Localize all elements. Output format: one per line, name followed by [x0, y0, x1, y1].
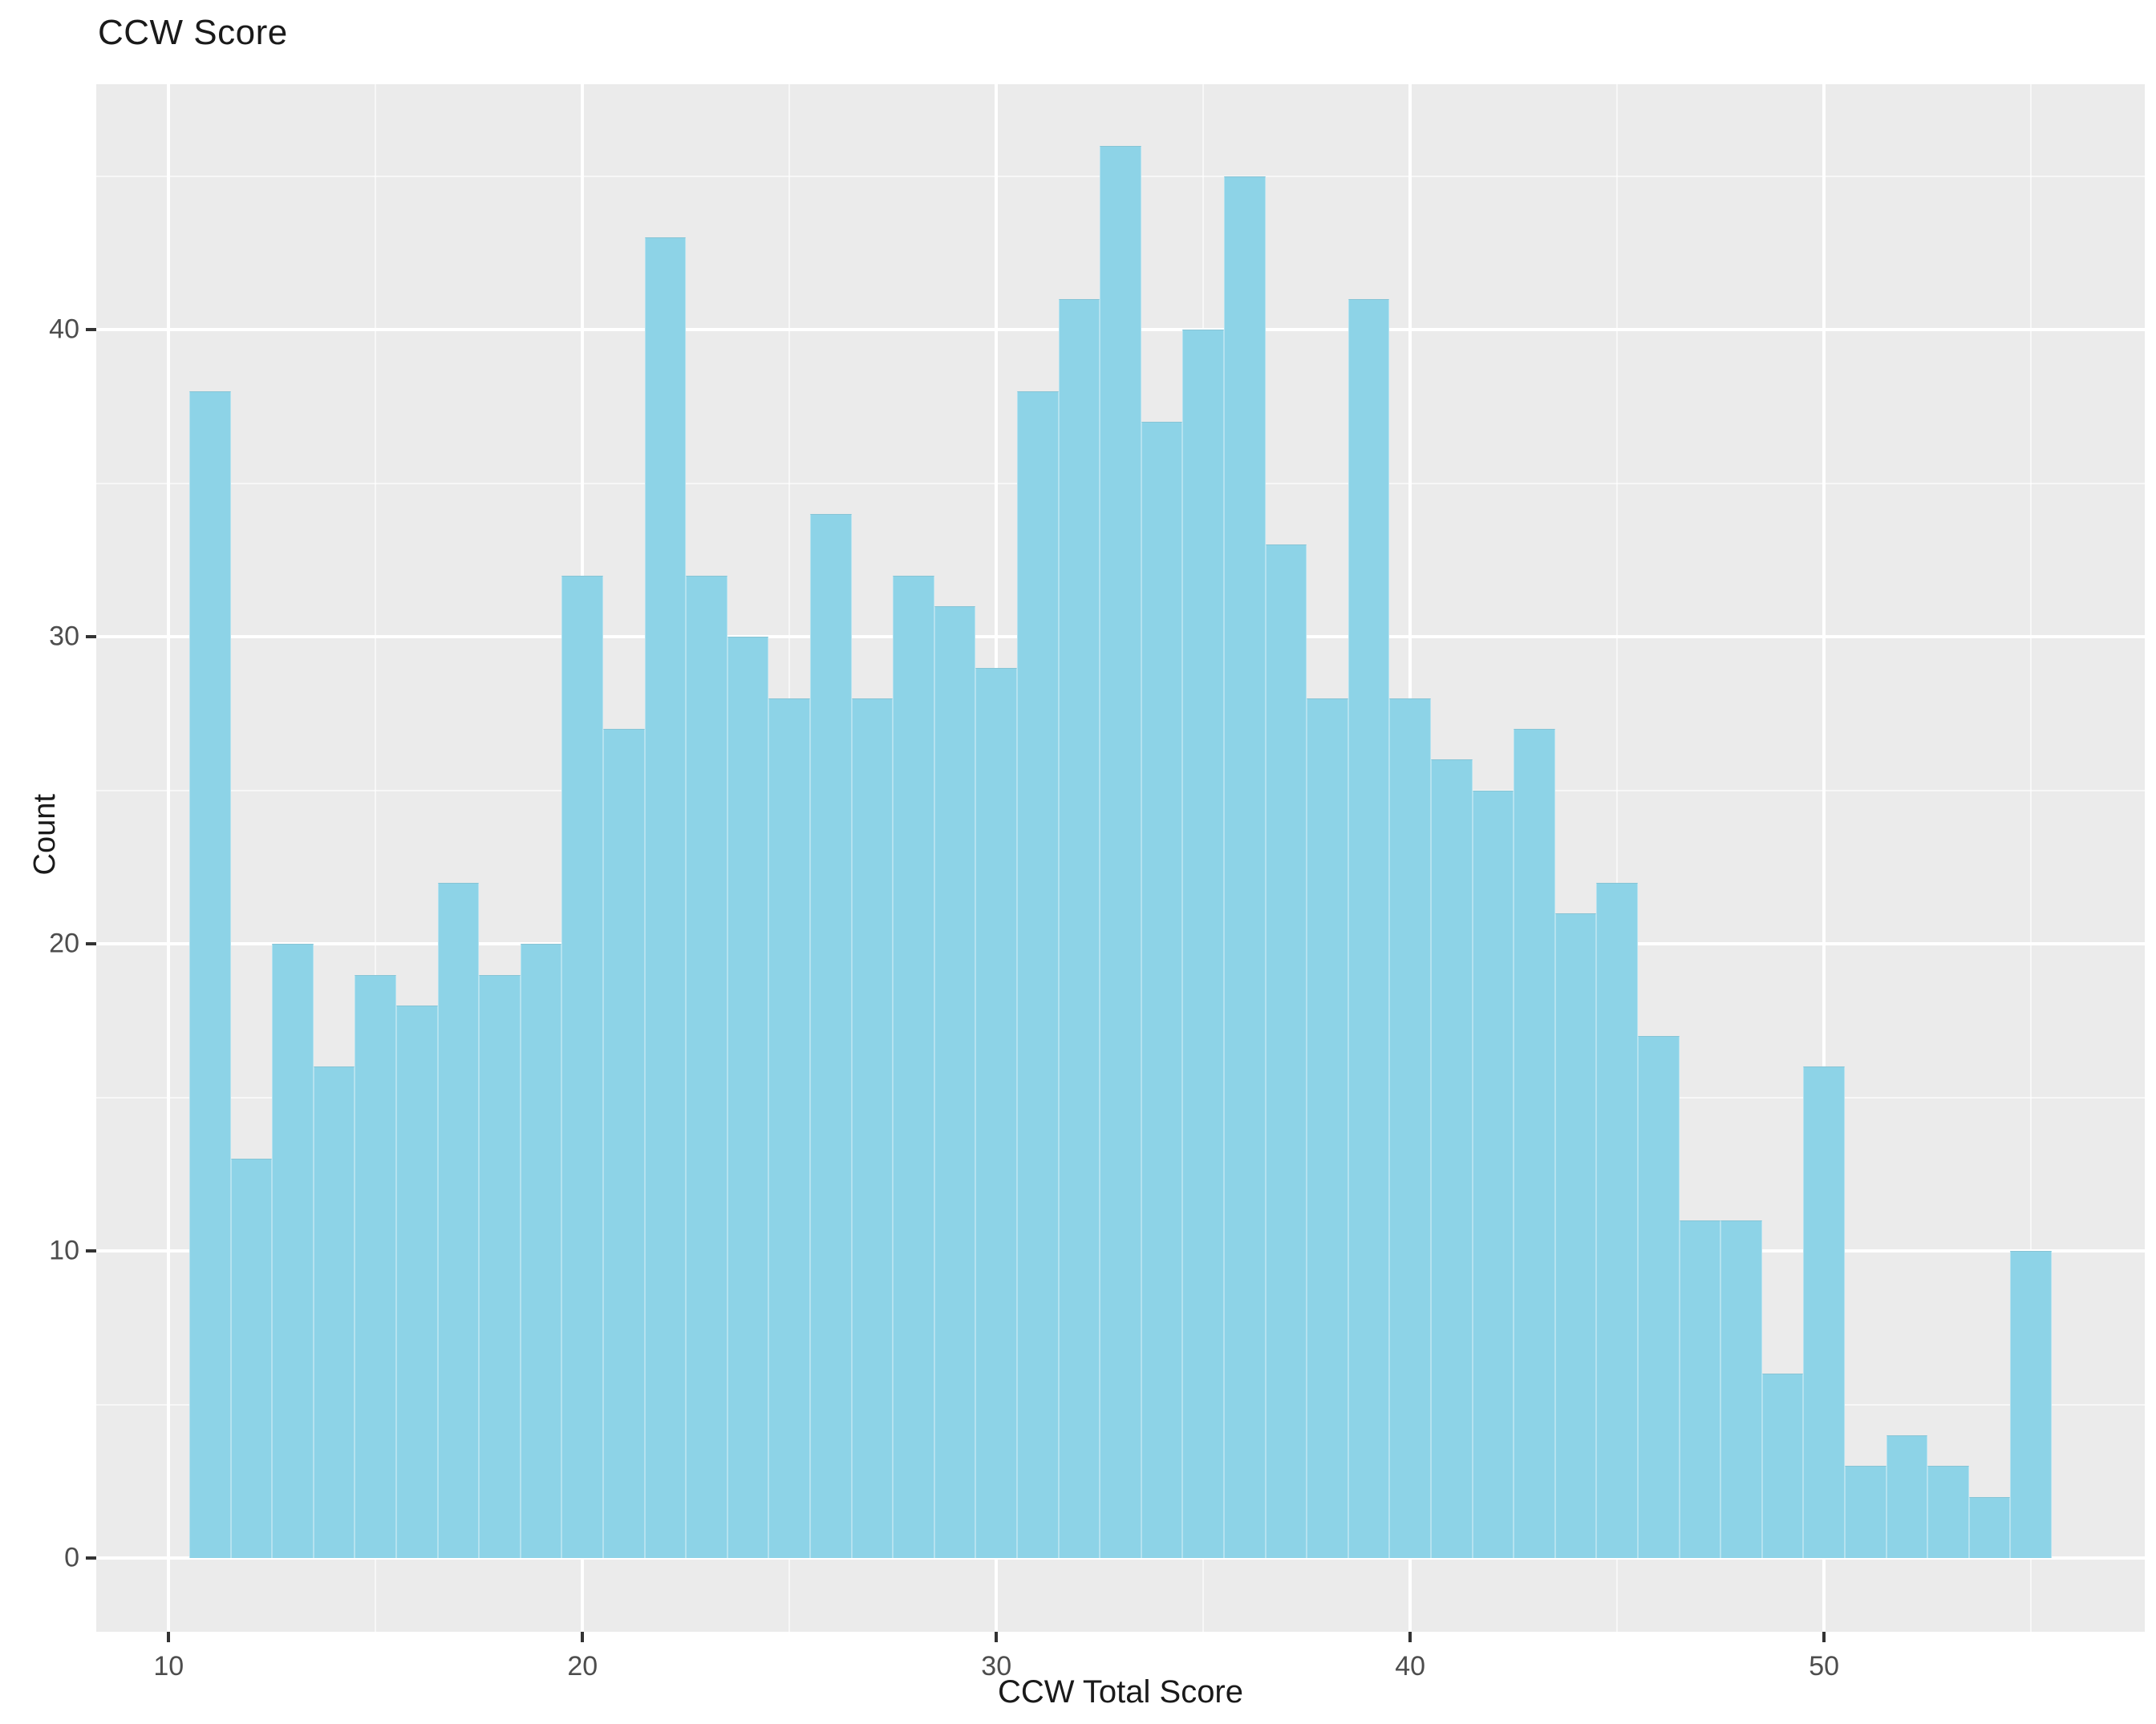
- histogram-bar: [1514, 729, 1555, 1559]
- y-axis-title: Count: [28, 794, 63, 876]
- histogram-bar: [1017, 391, 1059, 1559]
- histogram-bar: [1472, 790, 1514, 1559]
- y-tick-mark: [86, 1556, 96, 1560]
- histogram-bar: [1596, 882, 1638, 1559]
- histogram-bar: [396, 1005, 438, 1559]
- histogram-bar: [1348, 299, 1390, 1559]
- x-tick-mark: [581, 1632, 585, 1642]
- x-gridline-major: [1822, 84, 1826, 1632]
- histogram-bar: [1265, 544, 1307, 1559]
- histogram-bar: [1679, 1220, 1721, 1559]
- histogram-bar: [727, 637, 769, 1559]
- histogram-bar: [1100, 145, 1141, 1559]
- histogram-bar: [851, 698, 894, 1559]
- y-tick-label: 10: [49, 1235, 79, 1266]
- histogram-bar: [230, 1159, 273, 1559]
- histogram-bar: [1554, 913, 1597, 1559]
- y-tick-mark: [86, 942, 96, 946]
- histogram-bar: [1223, 176, 1266, 1559]
- histogram-bar: [1141, 422, 1183, 1559]
- histogram-bar: [1844, 1466, 1886, 1559]
- x-gridline-minor: [375, 84, 377, 1632]
- histogram-bar: [313, 1066, 355, 1559]
- histogram-bar: [355, 974, 397, 1559]
- y-tick-mark: [86, 1249, 96, 1253]
- x-tick-label: 20: [567, 1651, 598, 1682]
- x-axis-title: CCW Total Score: [997, 1674, 1243, 1710]
- histogram-bar: [1430, 759, 1473, 1559]
- y-tick-label: 20: [49, 928, 79, 959]
- y-tick-label: 0: [64, 1542, 79, 1573]
- histogram-bar: [1968, 1496, 2011, 1559]
- histogram-bar: [1720, 1220, 1762, 1559]
- x-tick-mark: [995, 1632, 999, 1642]
- plot-panel: [96, 84, 2145, 1632]
- x-gridline-minor: [2030, 84, 2032, 1632]
- histogram-bar: [2010, 1251, 2052, 1559]
- histogram-bar: [189, 391, 231, 1559]
- histogram-bar: [1058, 299, 1100, 1559]
- y-tick-mark: [86, 635, 96, 639]
- histogram-bar: [644, 237, 687, 1559]
- x-tick-mark: [1408, 1632, 1412, 1642]
- histogram-bar: [272, 944, 314, 1559]
- y-tick-mark: [86, 328, 96, 332]
- histogram-bar: [934, 605, 976, 1559]
- x-gridline-minor: [1616, 84, 1619, 1632]
- x-gridline-major: [167, 84, 171, 1632]
- x-tick-mark: [1822, 1632, 1826, 1642]
- histogram-bar: [810, 514, 852, 1559]
- y-tick-label: 30: [49, 621, 79, 652]
- histogram-bar: [768, 698, 811, 1559]
- histogram-bar: [1761, 1374, 1804, 1559]
- histogram-bar: [1307, 698, 1348, 1559]
- histogram-bar: [1182, 330, 1224, 1559]
- x-tick-label: 40: [1395, 1651, 1426, 1682]
- histogram-bar: [561, 575, 604, 1559]
- histogram-bar: [520, 944, 562, 1559]
- y-gridline-major: [96, 1556, 2145, 1560]
- histogram-bar: [1927, 1466, 1969, 1559]
- x-tick-label: 30: [981, 1651, 1012, 1682]
- x-tick-mark: [167, 1632, 171, 1642]
- histogram-bar: [603, 729, 645, 1559]
- histogram-bar: [893, 575, 934, 1559]
- histogram-bar: [975, 667, 1017, 1559]
- x-tick-label: 10: [153, 1651, 184, 1682]
- histogram-bar: [1389, 698, 1431, 1559]
- chart-title: CCW Score: [98, 13, 288, 52]
- histogram-bar: [1886, 1435, 1928, 1559]
- histogram-bar: [1803, 1066, 1845, 1559]
- histogram-bar: [479, 974, 521, 1559]
- histogram-bar: [1637, 1036, 1680, 1559]
- histogram-bar: [437, 882, 480, 1559]
- x-tick-label: 50: [1809, 1651, 1840, 1682]
- histogram-bar: [686, 575, 727, 1559]
- y-tick-label: 40: [49, 314, 79, 345]
